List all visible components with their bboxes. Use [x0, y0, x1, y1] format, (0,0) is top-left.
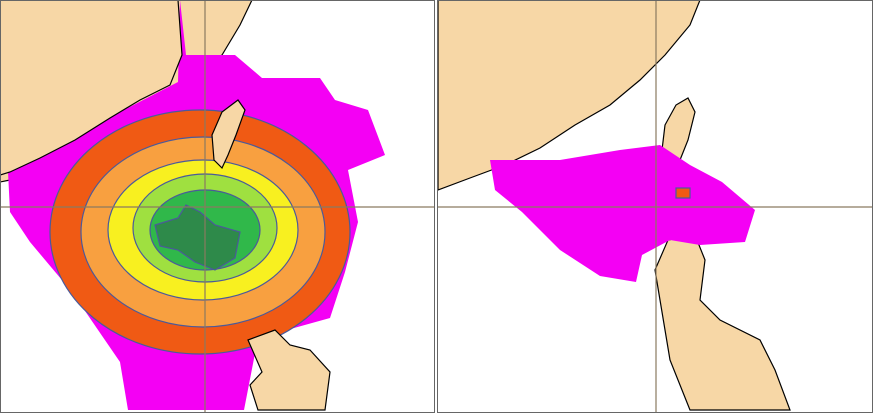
- right-map-panel: [438, 1, 872, 412]
- mainland-overlay: [1, 1, 183, 176]
- right-frame: [437, 0, 873, 413]
- philippines-right: [654, 234, 791, 411]
- left-frame: [0, 0, 435, 413]
- taiwan: [211, 99, 246, 170]
- small-contour: [675, 187, 691, 199]
- left-map-panel: [1, 1, 434, 412]
- philippines: [247, 329, 331, 411]
- mainland-coast-right: [438, 1, 701, 191]
- probability-magenta-right: [490, 145, 755, 282]
